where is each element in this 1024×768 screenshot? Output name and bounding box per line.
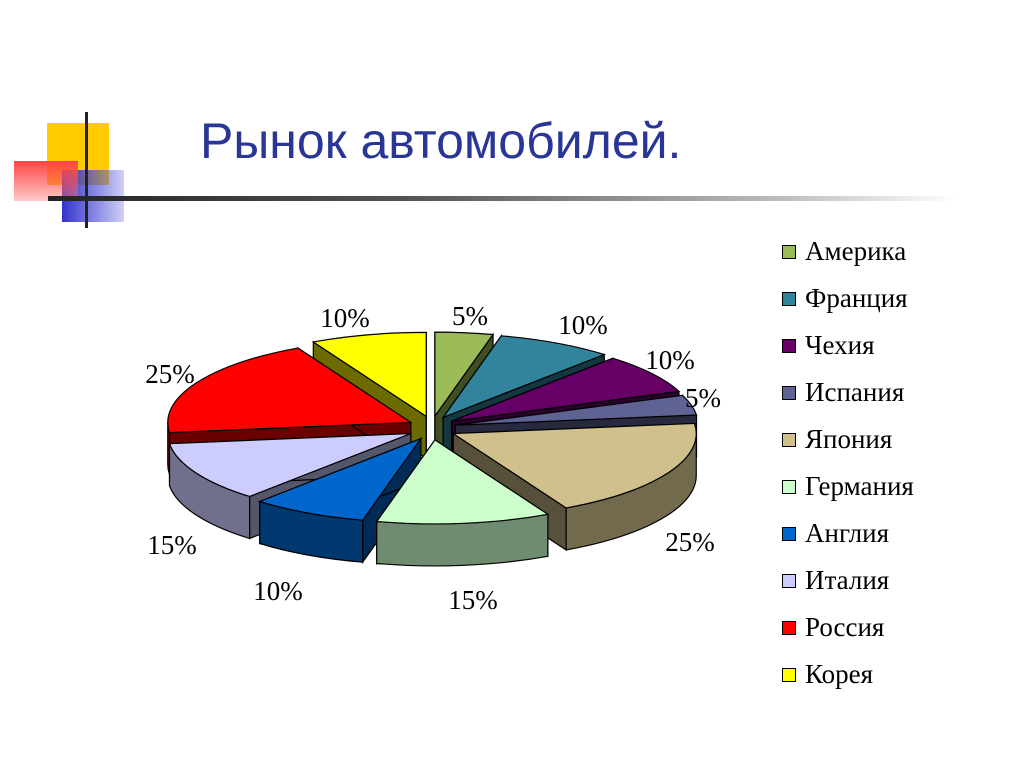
legend-swatch bbox=[782, 667, 796, 682]
data-label-6: 15% bbox=[448, 585, 498, 615]
legend-label: Испания bbox=[805, 377, 905, 407]
legend-swatch bbox=[782, 291, 796, 306]
legend-item-3: Чехия bbox=[782, 322, 1018, 369]
legend-label: Италия bbox=[805, 565, 890, 595]
slice-3-top bbox=[451, 357, 681, 422]
legend-swatch bbox=[782, 338, 796, 353]
decor-vertical-line bbox=[85, 112, 88, 228]
slice-6-top bbox=[375, 439, 550, 525]
legend-item-5: Япония bbox=[782, 416, 1018, 463]
legend-label: Россия bbox=[805, 612, 885, 642]
legend-swatch bbox=[782, 385, 796, 400]
legend-swatch bbox=[782, 432, 796, 447]
legend-item-9: Россия bbox=[782, 604, 1018, 651]
slice-2-top bbox=[441, 335, 607, 419]
legend-item-1: Америка bbox=[782, 228, 1018, 275]
legend-swatch bbox=[782, 244, 796, 259]
slice-5-top bbox=[451, 422, 697, 509]
legend-item-4: Испания bbox=[782, 369, 1018, 416]
slice-9-top bbox=[167, 347, 413, 434]
title-rule bbox=[48, 196, 958, 201]
slice-6 bbox=[375, 438, 550, 567]
legend-item-8: Италия bbox=[782, 557, 1018, 604]
slice-7-top bbox=[257, 437, 423, 521]
slice-10-top bbox=[311, 331, 427, 418]
slide-title: Рынок автомобилей. bbox=[200, 113, 682, 169]
slice-8-top bbox=[168, 432, 411, 498]
legend-swatch bbox=[782, 573, 796, 588]
legend-item-6: Германия bbox=[782, 463, 1018, 510]
legend-label: Корея bbox=[805, 659, 874, 689]
slice-4-top bbox=[455, 394, 698, 426]
slice-1-top bbox=[434, 331, 495, 418]
legend-label: Чехия bbox=[805, 330, 875, 360]
data-label-8: 15% bbox=[147, 530, 197, 560]
legend-item-2: Франция bbox=[782, 275, 1018, 322]
data-label-1: 5% bbox=[452, 301, 488, 331]
data-label-2: 10% bbox=[558, 310, 608, 340]
legend-label: Франция bbox=[805, 283, 908, 313]
legend-swatch bbox=[782, 479, 796, 494]
legend-label: Англия bbox=[805, 518, 889, 548]
legend-item-7: Англия bbox=[782, 510, 1018, 557]
legend-label: Америка bbox=[805, 236, 907, 266]
data-label-10: 10% bbox=[320, 303, 370, 333]
legend-swatch bbox=[782, 526, 796, 541]
data-label-5: 25% bbox=[665, 527, 715, 557]
data-label-3: 10% bbox=[645, 345, 695, 375]
data-label-4: 5% bbox=[685, 383, 721, 413]
data-label-9: 25% bbox=[145, 359, 195, 389]
legend-swatch bbox=[782, 620, 796, 635]
legend-item-10: Корея bbox=[782, 651, 1018, 698]
data-label-7: 10% bbox=[253, 576, 303, 606]
legend-label: Япония bbox=[805, 424, 893, 454]
chart-legend: Америка Франция Чехия Испания Япония Германия… bbox=[782, 228, 1018, 698]
decor-red-square bbox=[14, 161, 78, 201]
legend-label: Германия bbox=[805, 471, 914, 501]
